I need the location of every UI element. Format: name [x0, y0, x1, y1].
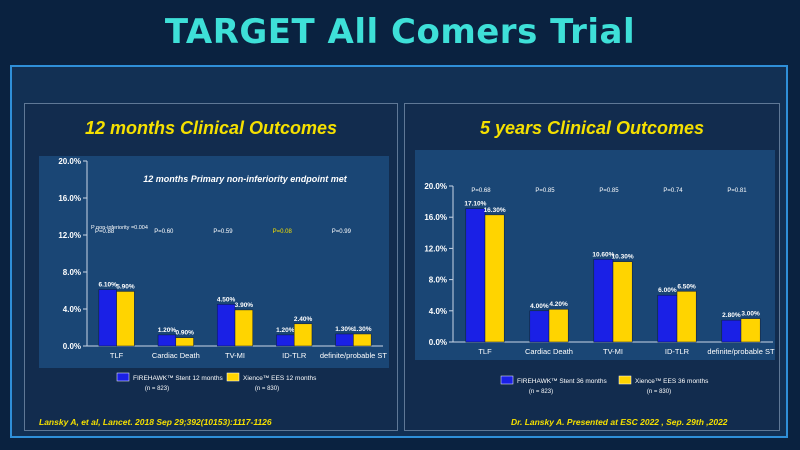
bar-firehawk [529, 310, 550, 343]
data-label: 2.40% [294, 316, 313, 323]
legend-n: (n = 823) [529, 389, 553, 395]
panel-5-years: 5 years Clinical Outcomes 0.0% 4.0% 8.0% 12… [404, 103, 780, 431]
data-label: 17.10% [464, 201, 486, 208]
category-label: TV-MI [225, 351, 245, 360]
chart-5-years: 0.0% 4.0% 8.0% 12.0% 16.0% 20.0% 17.10%16.30% T… [424, 182, 775, 395]
chart-area-12-months [39, 156, 389, 368]
data-label: 6.00% [658, 287, 677, 294]
citation-12-months: Lansky A, et al, Lancet. 2018 Sep 29;392… [39, 417, 272, 427]
y-tick-label: 16.0% [424, 213, 447, 222]
data-label: 1.30% [335, 326, 354, 333]
panel-12-months: 12 months Clinical Outcomes 0.0% 4.0% 8.0%… [24, 103, 398, 431]
legend-n: (n = 830) [255, 386, 279, 392]
data-label: 1.20% [158, 327, 177, 334]
data-label: 6.10% [99, 282, 118, 289]
chart-subtitle: 12 months Primary non-inferiority endpoi… [143, 174, 348, 184]
bar-firehawk [593, 259, 614, 343]
bar-firehawk [335, 333, 354, 347]
legend-swatch-xience [226, 372, 240, 382]
bar-firehawk [98, 289, 117, 347]
data-label: 10.60% [592, 251, 614, 258]
y-tick-label: 20.0% [424, 182, 447, 191]
page-title: TARGET All Comers Trial [164, 12, 636, 52]
category-label: definite/probable ST [707, 347, 775, 356]
bar-xience [612, 261, 633, 343]
bar-xience [353, 333, 372, 347]
bar-firehawk [657, 294, 678, 343]
bar-firehawk [721, 319, 742, 343]
y-tick-label: 16.0% [58, 194, 81, 203]
y-tick-label: 12.0% [424, 244, 447, 253]
y-tick-label: 8.0% [429, 276, 447, 285]
y-tick-label: 20.0% [58, 157, 81, 166]
data-label: 3.90% [235, 302, 254, 309]
p-value: P=0.99 [332, 229, 352, 235]
category-label: Cardiac Death [152, 351, 200, 360]
p-value: P=0.59 [213, 229, 233, 235]
p-value: P=0.85 [535, 188, 555, 194]
y-tick-label: 8.0% [63, 268, 81, 277]
category-label: TLF [478, 347, 492, 356]
legend-label: Xience™ EES 12 months [243, 375, 317, 382]
legend-label: FIREHAWK™ Stent 12 months [133, 375, 223, 382]
data-label: 6.50% [677, 283, 696, 290]
legend-swatch-firehawk [500, 375, 514, 385]
category-label: Cardiac Death [525, 347, 573, 356]
p-noninferiority: P non-inferiority =0.004 [91, 225, 148, 231]
legend-label: FIREHAWK™ Stent 36 months [517, 378, 607, 385]
y-tick-label: 4.0% [429, 307, 447, 316]
p-value: P=0.68 [471, 188, 491, 194]
bar-firehawk [465, 208, 486, 343]
category-label: TLF [110, 351, 124, 360]
bar-xience [676, 291, 697, 343]
bar-firehawk [276, 334, 295, 347]
p-value: P=0.74 [663, 188, 683, 194]
data-label: 4.00% [530, 303, 549, 310]
bar-xience [740, 318, 761, 343]
y-tick-label: 0.0% [63, 342, 81, 351]
data-label: 4.50% [217, 296, 236, 303]
legend-swatch-xience [618, 375, 632, 385]
y-tick-label: 4.0% [63, 305, 81, 314]
data-label: 4.20% [549, 301, 568, 308]
y-tick-label: 12.0% [58, 231, 81, 240]
data-label: 2.80% [722, 312, 741, 319]
bar-firehawk [216, 304, 236, 347]
bar-xience [484, 214, 505, 343]
legend-swatch-firehawk [116, 372, 130, 382]
category-label: ID-TLR [665, 347, 690, 356]
p-value: P=0.88 [95, 229, 115, 235]
legend-n: (n = 830) [647, 389, 671, 395]
data-label: 16.30% [484, 207, 506, 214]
bar-xience [175, 337, 194, 347]
bar-xience [116, 291, 135, 347]
bar-xience [548, 308, 569, 343]
panel-title-12-months: 12 months Clinical Outcomes [84, 118, 338, 138]
content-frame: 12 months Clinical Outcomes 0.0% 4.0% 8.0%… [10, 65, 788, 438]
category-label: TV-MI [603, 347, 623, 356]
data-label: 10.30% [612, 254, 634, 261]
p-value: P=0.08 [273, 229, 293, 235]
bar-firehawk [157, 334, 177, 347]
p-value: P=0.60 [154, 229, 174, 235]
panel-title-5-years: 5 years Clinical Outcomes [479, 118, 705, 138]
y-tick-label: 0.0% [429, 338, 447, 347]
data-label: 0.90% [175, 330, 194, 337]
p-value: P=0.81 [727, 188, 747, 194]
citation-5-years: Dr. Lansky A. Presented at ESC 2022 , Se… [511, 417, 728, 427]
bar-xience [293, 323, 313, 347]
category-label: definite/probable ST [320, 351, 388, 360]
legend-n: (n = 823) [145, 386, 169, 392]
data-label: 1.30% [353, 326, 372, 333]
category-label: ID-TLR [282, 351, 307, 360]
data-label: 3.00% [741, 311, 760, 318]
data-label: 5.90% [116, 283, 135, 290]
legend-label: Xience™ EES 36 months [635, 378, 709, 385]
data-label: 1.20% [276, 327, 295, 334]
bar-xience [234, 309, 254, 347]
p-value: P=0.85 [599, 188, 619, 194]
chart-12-months: 0.0% 4.0% 8.0% 12.0% 16.0% 20.0% 6.10% 5.90% TLF… [58, 157, 388, 392]
